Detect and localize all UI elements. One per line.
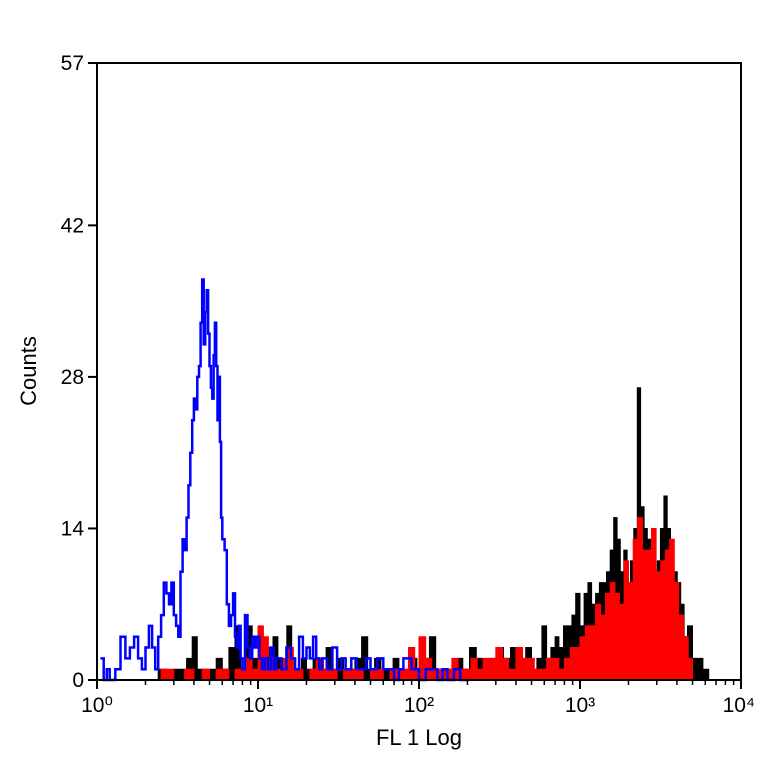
- y-tick-label-1: 14: [61, 517, 85, 540]
- x-tick-label-4: 10⁴: [723, 694, 755, 717]
- y-axis-title: Counts: [16, 336, 41, 406]
- tick-layer: 0 14 28 42 57 10⁰ 10¹ 10² 10³ 10⁴: [61, 52, 755, 717]
- series-1-histogram: [145, 517, 693, 681]
- series-2-outline: [100, 278, 468, 682]
- y-tick-label-4: 57: [61, 52, 84, 75]
- y-tick-label-2: 28: [61, 366, 84, 389]
- x-tick-label-0: 10⁰: [81, 694, 113, 717]
- x-tick-label-3: 10³: [565, 694, 595, 717]
- y-tick-label-3: 42: [61, 214, 84, 237]
- x-tick-label-1: 10¹: [243, 694, 273, 717]
- y-tick-label-0: 0: [72, 669, 84, 692]
- x-axis-title: FL 1 Log: [376, 725, 462, 750]
- series-layer: [100, 278, 710, 682]
- x-tick-label-2: 10²: [404, 694, 434, 717]
